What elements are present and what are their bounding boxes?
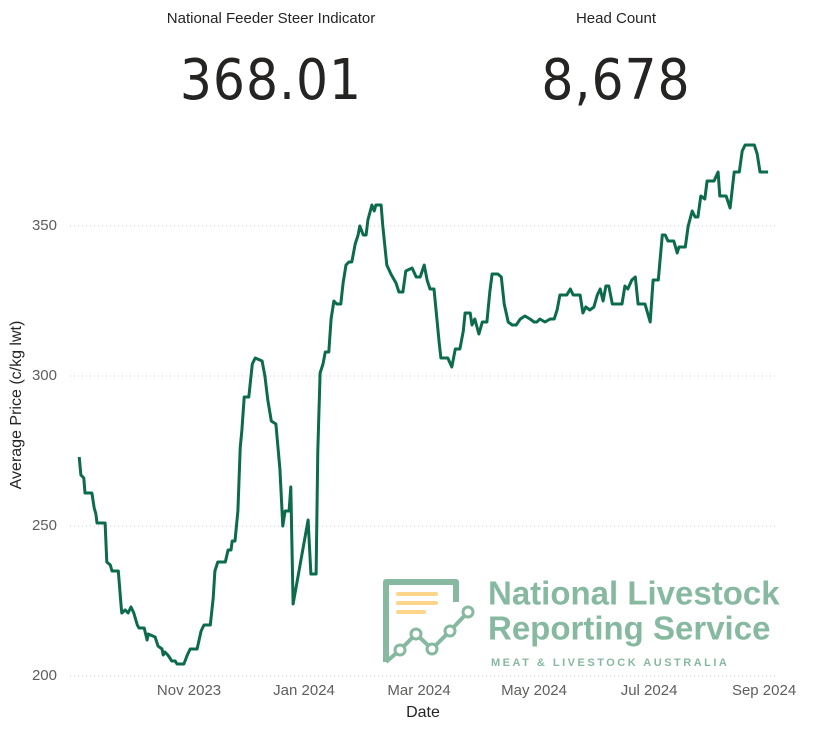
logo-dot [393, 643, 407, 657]
logo-tagline: MEAT & LIVESTOCK AUSTRALIA [491, 657, 729, 669]
x-axis-title: Date [406, 704, 440, 721]
x-tick-label: Mar 2024 [387, 682, 450, 699]
logo-text: National Livestock [488, 575, 780, 612]
kpi-value: 8,678 [541, 48, 690, 113]
y-axis-title: Average Price (c/kg lwt) [8, 321, 25, 490]
y-tick-label: 250 [32, 517, 57, 534]
x-tick-label: May 2024 [501, 682, 567, 699]
x-tick-label: Sep 2024 [732, 682, 796, 699]
x-tick-label: Jul 2024 [621, 682, 678, 699]
logo-bar [396, 610, 426, 614]
y-tick-label: 350 [32, 217, 57, 234]
logo-dot [409, 627, 423, 641]
kpi-value: 368.01 [180, 48, 362, 113]
kpi-title: Head Count [576, 10, 657, 27]
price-line [77, 143, 769, 666]
logo: National Livestock Reporting Service MEA… [383, 575, 780, 669]
logo-bar [396, 601, 438, 605]
x-tick-label: Jan 2024 [273, 682, 335, 699]
logo-dot [425, 642, 439, 656]
kpi-title: National Feeder Steer Indicator [167, 10, 375, 27]
logo-text: Reporting Service [488, 610, 770, 647]
x-tick-label: Nov 2023 [157, 682, 221, 699]
y-tick-label: 200 [32, 667, 57, 684]
plot: 200 250 300 350 Nov 2023 Jan 2024 Mar 2024 May … [32, 143, 796, 699]
logo-frame [383, 579, 459, 662]
logo-bar [396, 592, 438, 596]
y-tick-label: 300 [32, 367, 57, 384]
logo-dot [443, 624, 457, 638]
logo-dot [461, 605, 475, 619]
